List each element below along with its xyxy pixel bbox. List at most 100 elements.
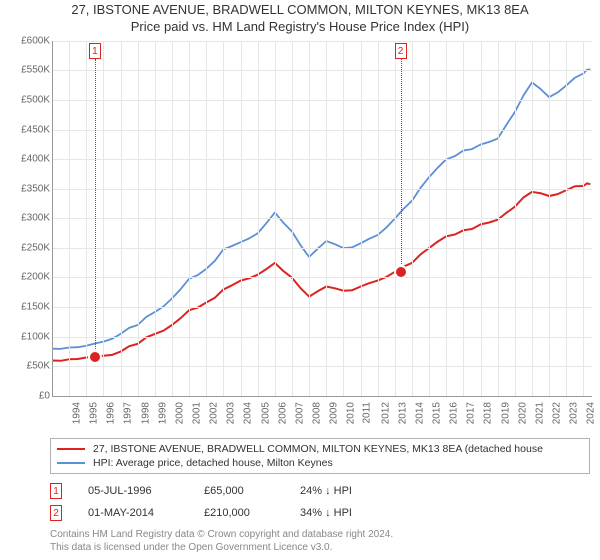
x-tick-label: 2002 bbox=[208, 402, 219, 424]
gridline-h bbox=[52, 366, 592, 367]
legend-item: HPI: Average price, detached house, Milt… bbox=[57, 456, 583, 470]
y-tick-label: £550K bbox=[2, 65, 50, 76]
series-price_paid bbox=[52, 183, 590, 360]
sale-row-marker: 1 bbox=[50, 483, 62, 499]
y-tick-label: £200K bbox=[2, 272, 50, 283]
gridline-v bbox=[583, 41, 584, 396]
y-tick-label: £500K bbox=[2, 94, 50, 105]
gridline-v bbox=[172, 41, 173, 396]
y-tick-label: £250K bbox=[2, 242, 50, 253]
y-tick-label: £300K bbox=[2, 213, 50, 224]
x-tick-label: 2001 bbox=[191, 402, 202, 424]
x-tick-label: 2012 bbox=[380, 402, 391, 424]
gridline-v bbox=[326, 41, 327, 396]
x-tick-label: 2007 bbox=[294, 402, 305, 424]
legend-label: HPI: Average price, detached house, Milt… bbox=[93, 457, 333, 469]
x-tick-label: 2009 bbox=[328, 402, 339, 424]
gridline-h bbox=[52, 100, 592, 101]
sale-marker-box: 2 bbox=[395, 43, 407, 59]
x-tick-label: 2020 bbox=[517, 402, 528, 424]
gridline-v bbox=[241, 41, 242, 396]
legend-swatch bbox=[57, 448, 85, 450]
x-tick-label: 2008 bbox=[311, 402, 322, 424]
gridline-v bbox=[155, 41, 156, 396]
sale-marker-dot bbox=[394, 265, 408, 279]
x-tick-label: 1995 bbox=[88, 402, 99, 424]
x-tick-label: 1998 bbox=[140, 402, 151, 424]
sale-marker-line bbox=[95, 59, 96, 358]
x-tick-label: 2006 bbox=[277, 402, 288, 424]
gridline-v bbox=[395, 41, 396, 396]
footer-line-1: Contains HM Land Registry data © Crown c… bbox=[50, 528, 590, 541]
gridline-v bbox=[515, 41, 516, 396]
sale-date: 05-JUL-1996 bbox=[88, 485, 178, 497]
gridline-h bbox=[52, 159, 592, 160]
sale-date: 01-MAY-2014 bbox=[88, 507, 178, 519]
gridline-v bbox=[498, 41, 499, 396]
gridline-v bbox=[121, 41, 122, 396]
gridline-h bbox=[52, 41, 592, 42]
chart-area: 12 £0 £50K £100K £150K £200K £250K £300K £350K £… bbox=[2, 36, 598, 434]
x-tick-label: 2010 bbox=[346, 402, 357, 424]
y-tick-label: £450K bbox=[2, 124, 50, 135]
x-tick-label: 2011 bbox=[362, 402, 373, 424]
x-tick-label: 2013 bbox=[397, 402, 408, 424]
chart-container: 27, IBSTONE AVENUE, BRADWELL COMMON, MIL… bbox=[0, 0, 600, 560]
x-tick-label: 1999 bbox=[157, 402, 168, 424]
sale-delta: 34% ↓ HPI bbox=[300, 507, 390, 519]
gridline-h bbox=[52, 248, 592, 249]
x-tick-label: 2000 bbox=[174, 402, 185, 424]
sale-price: £210,000 bbox=[204, 507, 274, 519]
x-tick-label: 1997 bbox=[123, 402, 134, 424]
x-tick-label: 2021 bbox=[534, 402, 545, 424]
gridline-v bbox=[446, 41, 447, 396]
gridline-v bbox=[549, 41, 550, 396]
sale-marker-line bbox=[401, 59, 402, 272]
gridline-v bbox=[361, 41, 362, 396]
gridline-v bbox=[566, 41, 567, 396]
gridline-v bbox=[69, 41, 70, 396]
gridline-v bbox=[206, 41, 207, 396]
gridline-v bbox=[309, 41, 310, 396]
gridline-v bbox=[463, 41, 464, 396]
sales-table: 105-JUL-1996£65,00024% ↓ HPI201-MAY-2014… bbox=[50, 480, 590, 524]
sale-row: 105-JUL-1996£65,00024% ↓ HPI bbox=[50, 480, 590, 502]
chart-title: 27, IBSTONE AVENUE, BRADWELL COMMON, MIL… bbox=[0, 0, 600, 36]
x-tick-label: 2004 bbox=[243, 402, 254, 424]
gridline-h bbox=[52, 130, 592, 131]
gridline-v bbox=[138, 41, 139, 396]
gridline-v bbox=[481, 41, 482, 396]
y-tick-label: £50K bbox=[2, 361, 50, 372]
sale-row-marker: 2 bbox=[50, 505, 62, 521]
x-tick-label: 2022 bbox=[551, 402, 562, 424]
legend-label: 27, IBSTONE AVENUE, BRADWELL COMMON, MIL… bbox=[93, 443, 543, 455]
sale-delta: 24% ↓ HPI bbox=[300, 485, 390, 497]
legend-swatch bbox=[57, 462, 85, 464]
title-address: 27, IBSTONE AVENUE, BRADWELL COMMON, MIL… bbox=[0, 2, 600, 19]
x-tick-label: 2014 bbox=[414, 402, 425, 424]
x-tick-label: 1994 bbox=[71, 402, 82, 424]
y-tick-label: £150K bbox=[2, 302, 50, 313]
x-axis bbox=[52, 396, 592, 397]
gridline-v bbox=[189, 41, 190, 396]
y-tick-label: £0 bbox=[2, 390, 50, 401]
x-tick-label: 2019 bbox=[500, 402, 511, 424]
plot-area: 12 bbox=[52, 41, 592, 396]
gridline-h bbox=[52, 307, 592, 308]
title-subtitle: Price paid vs. HM Land Registry's House … bbox=[0, 19, 600, 36]
x-tick-label: 2005 bbox=[260, 402, 271, 424]
x-tick-label: 2018 bbox=[483, 402, 494, 424]
sale-row: 2 01-MAY-2014 £210,000 34% ↓ HPI bbox=[50, 502, 590, 524]
gridline-v bbox=[223, 41, 224, 396]
x-tick-label: 2003 bbox=[226, 402, 237, 424]
gridline-v bbox=[378, 41, 379, 396]
gridline-v bbox=[412, 41, 413, 396]
x-tick-label: 2017 bbox=[466, 402, 477, 424]
y-tick-label: £350K bbox=[2, 183, 50, 194]
gridline-v bbox=[429, 41, 430, 396]
footer-line-2: This data is licensed under the Open Gov… bbox=[50, 541, 590, 554]
footer-attribution: Contains HM Land Registry data © Crown c… bbox=[50, 528, 590, 554]
legend-item: 27, IBSTONE AVENUE, BRADWELL COMMON, MIL… bbox=[57, 442, 583, 456]
x-tick-label: 1996 bbox=[106, 402, 117, 424]
y-tick-label: £100K bbox=[2, 331, 50, 342]
